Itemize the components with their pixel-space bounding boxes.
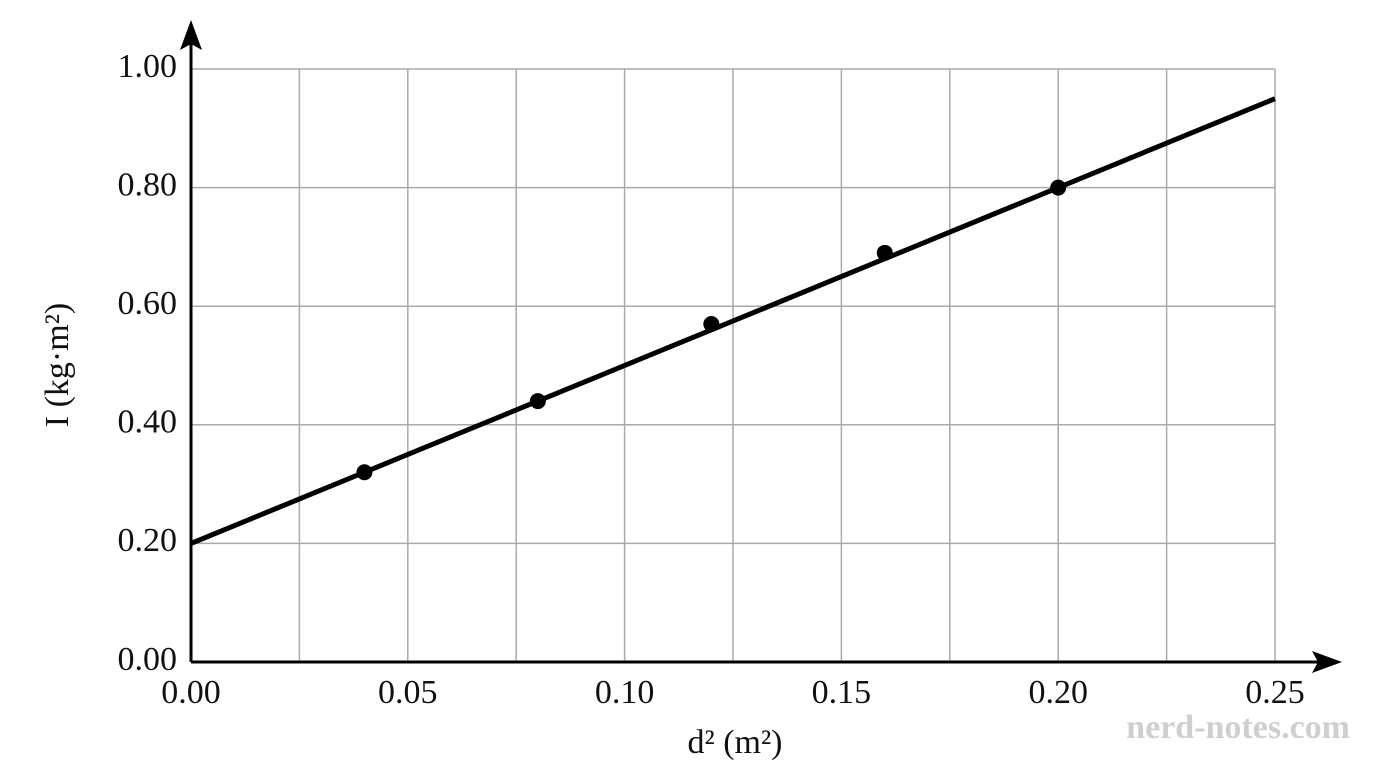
x-tick-label: 0.05 — [378, 674, 438, 711]
y-tick-label: 0.80 — [118, 166, 178, 203]
data-point — [529, 393, 546, 410]
data-point — [876, 244, 893, 261]
y-tick-label: 1.00 — [118, 48, 178, 85]
x-tick-label: 0.20 — [1028, 674, 1088, 711]
x-tick-label: 0.25 — [1245, 674, 1305, 711]
data-point — [356, 464, 373, 481]
y-axis-label: I (kg·m²) — [39, 303, 76, 427]
y-tick-label: 0.40 — [118, 404, 178, 441]
y-tick-label: 0.60 — [118, 285, 178, 322]
x-tick-label: 0.10 — [595, 674, 655, 711]
y-tick-label: 0.00 — [118, 641, 178, 678]
y-tick-label: 0.20 — [118, 522, 178, 559]
watermark: nerd-notes.com — [1126, 709, 1350, 746]
x-axis-arrow — [1312, 651, 1342, 673]
data-point — [703, 315, 720, 332]
y-axis-arrow — [180, 20, 202, 50]
x-tick-label: 0.15 — [812, 674, 872, 711]
x-tick-label: 0.00 — [161, 674, 221, 711]
data-point — [1050, 179, 1067, 196]
x-axis-label: d² (m²) — [688, 724, 783, 761]
